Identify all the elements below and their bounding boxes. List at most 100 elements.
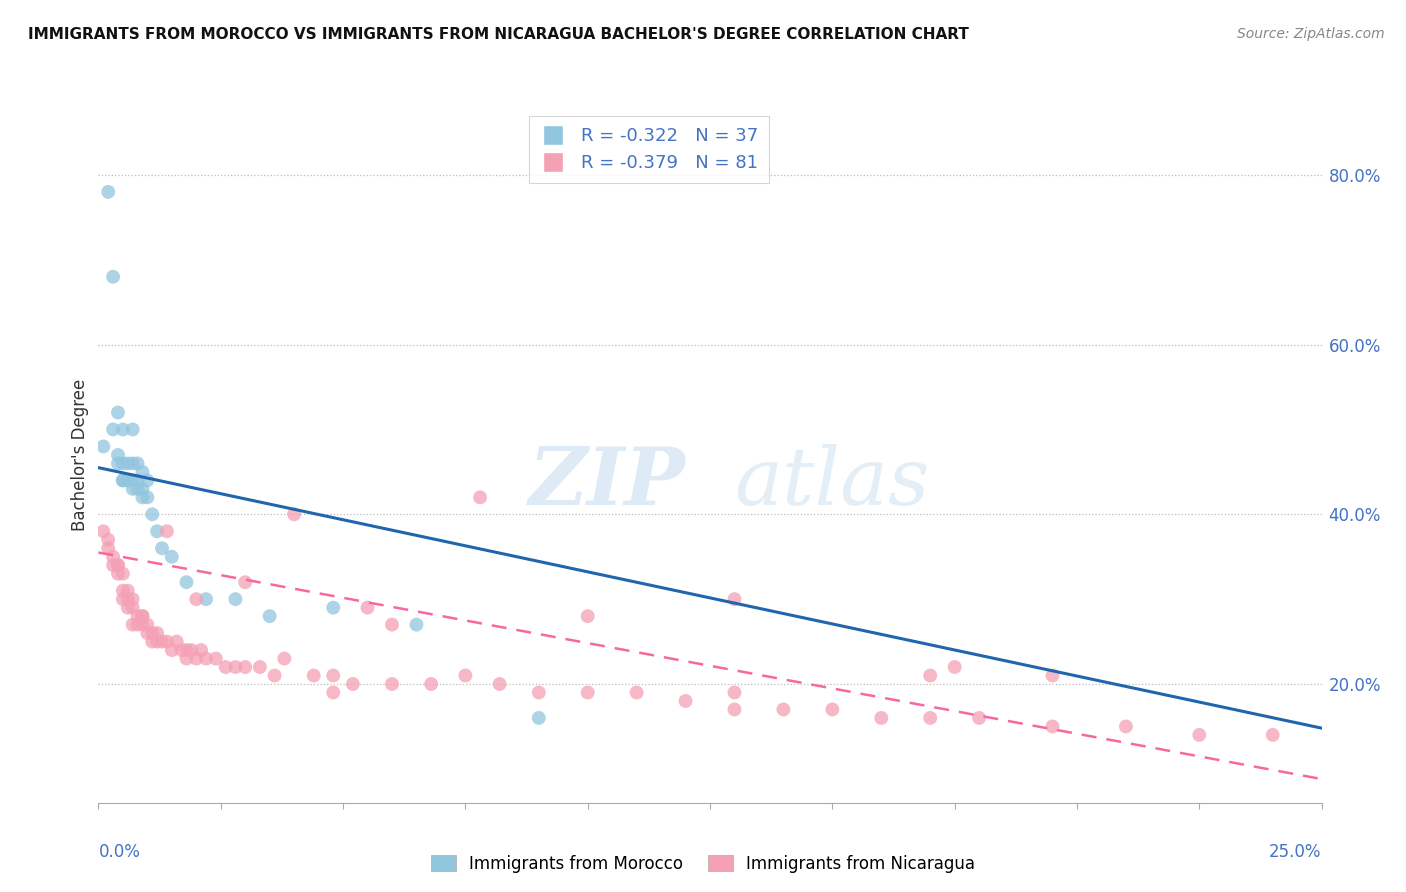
Point [136,626,159,640]
Point [136,474,159,488]
Point [233,575,256,590]
Point [107,558,129,573]
Point [127,609,149,624]
Point [870,711,893,725]
Point [342,677,364,691]
Point [176,651,198,665]
Point [233,660,256,674]
Point [131,465,153,479]
Point [468,491,491,505]
Point [107,448,129,462]
Point [91,439,114,453]
Point [723,592,745,607]
Point [117,583,139,598]
Point [111,474,134,488]
Point [186,651,208,665]
Point [127,457,149,471]
Point [111,592,134,607]
Point [121,592,143,607]
Point [626,685,648,699]
Point [107,457,129,471]
Point [117,474,139,488]
Point [101,422,124,436]
Point [176,575,198,590]
Point [180,643,202,657]
Point [131,482,153,496]
Point [107,566,129,581]
Point [121,600,143,615]
Point [322,685,344,699]
Point [322,668,344,682]
Point [224,660,246,674]
Point [91,524,114,539]
Point [1042,719,1064,733]
Point [195,651,218,665]
Point [527,711,550,725]
Point [111,474,134,488]
Legend: Immigrants from Morocco, Immigrants from Nicaragua: Immigrants from Morocco, Immigrants from… [425,848,981,880]
Point [1188,728,1211,742]
Point [111,566,134,581]
Point [249,660,271,674]
Point [405,617,427,632]
Point [107,405,129,419]
Point [117,457,139,471]
Point [263,668,285,682]
Point [150,541,173,556]
Point [146,524,169,539]
Point [141,634,163,648]
Point [160,549,183,564]
Point [723,685,745,699]
Point [121,457,143,471]
Point [156,524,179,539]
Point [101,549,124,564]
Point [131,617,153,632]
Point [381,617,404,632]
Point [121,422,143,436]
Point [111,422,134,436]
Point [121,482,143,496]
Point [302,668,325,682]
Point [121,474,143,488]
Point [967,711,990,725]
Point [150,634,173,648]
Point [527,685,550,699]
Point [101,269,124,284]
Point [214,660,236,674]
Point [195,592,218,607]
Point [675,694,697,708]
Point [488,677,510,691]
Point [259,609,281,624]
Point [156,634,179,648]
Point [170,643,193,657]
Point [121,617,143,632]
Point [920,711,942,725]
Point [111,457,134,471]
Point [356,600,378,615]
Point [1042,668,1064,682]
Point [322,600,344,615]
Point [420,677,443,691]
Y-axis label: Bachelor's Degree: Bachelor's Degree [72,379,90,531]
Point [141,508,163,522]
Point [283,508,305,522]
Point [176,643,198,657]
Point [127,474,149,488]
Point [381,677,404,691]
Point [772,702,794,716]
Point [146,634,169,648]
Point [127,482,149,496]
Text: 0.0%: 0.0% [98,843,141,861]
Text: 25.0%: 25.0% [1270,843,1322,861]
Point [117,592,139,607]
Point [920,668,942,682]
Point [273,651,295,665]
Point [136,491,159,505]
Point [576,685,599,699]
Point [97,541,120,556]
Point [127,617,149,632]
Point [454,668,477,682]
Point [141,626,163,640]
Point [166,634,188,648]
Text: Source: ZipAtlas.com: Source: ZipAtlas.com [1237,27,1385,41]
